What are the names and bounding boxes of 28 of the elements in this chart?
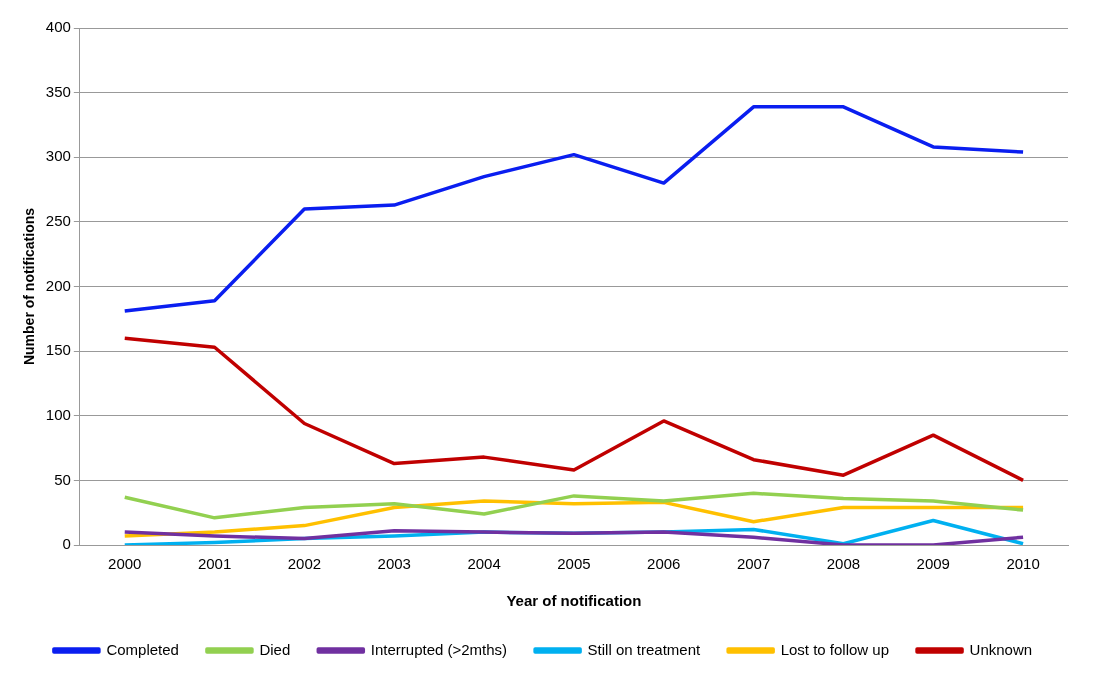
y-tick-label: 400 bbox=[45, 18, 71, 36]
y-tick-label: 150 bbox=[45, 341, 71, 359]
x-tick-label: 2008 bbox=[826, 555, 861, 573]
y-tick-label: 50 bbox=[54, 470, 71, 488]
x-tick-label: 2007 bbox=[736, 555, 771, 573]
x-tick-label: 2001 bbox=[197, 555, 232, 573]
y-tick-label: 0 bbox=[62, 535, 71, 553]
x-tick-label: 2009 bbox=[916, 555, 950, 573]
y-tick-label: 350 bbox=[45, 82, 71, 100]
x-tick-label: 2006 bbox=[647, 555, 681, 573]
y-tick-label: 100 bbox=[45, 405, 71, 423]
x-tick-label: 2005 bbox=[557, 555, 591, 573]
x-tick-label: 2002 bbox=[287, 555, 322, 573]
y-tick-label: 250 bbox=[45, 212, 71, 230]
legend-label: Died bbox=[259, 640, 291, 658]
legend-label: Still on treatment bbox=[587, 640, 701, 658]
x-tick-label: 2004 bbox=[467, 555, 501, 573]
x-tick-label: 2003 bbox=[377, 555, 411, 573]
x-tick-label: 2000 bbox=[108, 555, 142, 573]
legend-label: Lost to follow up bbox=[780, 640, 890, 658]
legend-label: Unknown bbox=[969, 640, 1033, 658]
x-axis-title: Year of notification bbox=[506, 592, 642, 610]
x-tick-label: 2010 bbox=[1006, 555, 1040, 573]
y-tick-label: 300 bbox=[45, 147, 71, 165]
y-tick-label: 200 bbox=[45, 276, 71, 294]
y-axis-title: Number of notifications bbox=[21, 207, 38, 366]
legend-label: Completed bbox=[106, 640, 179, 658]
legend-label: Interrupted (>2mths) bbox=[370, 640, 508, 658]
